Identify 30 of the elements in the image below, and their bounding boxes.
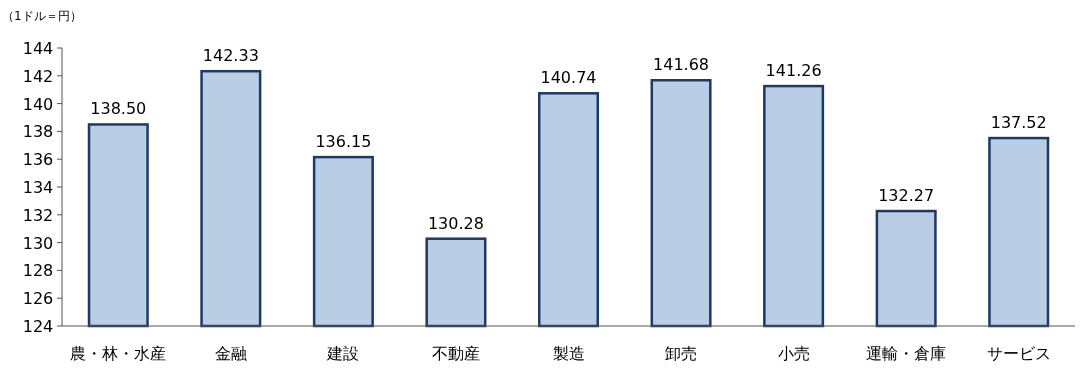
data-label: 141.26 <box>765 61 822 81</box>
x-tick-label: 建設 <box>326 344 360 363</box>
x-tick-label: 不動産 <box>431 344 480 363</box>
x-tick-label: 金融 <box>214 344 247 363</box>
y-tick-label: 136 <box>22 150 54 170</box>
y-tick-label: 142 <box>22 66 54 86</box>
y-tick-label: 128 <box>22 261 54 281</box>
x-tick-label: サービス <box>986 344 1051 363</box>
y-axis-title: （1ドル＝円） <box>2 9 82 23</box>
y-tick-label: 144 <box>22 39 54 58</box>
x-tick-label: 運輸・倉庫 <box>866 344 947 363</box>
data-label: 137.52 <box>990 113 1047 133</box>
y-tick-label: 140 <box>22 94 54 114</box>
x-tick-label: 小売 <box>777 344 810 363</box>
y-tick-label: 130 <box>22 233 54 253</box>
y-tick-label: 124 <box>22 317 54 336</box>
y-tick-label: 138 <box>22 122 54 142</box>
data-label: 138.50 <box>90 99 147 119</box>
data-label: 142.33 <box>202 46 259 66</box>
y-tick-label: 134 <box>22 178 54 197</box>
data-label: 130.28 <box>427 213 484 233</box>
y-tick-label: 126 <box>22 289 54 309</box>
x-tick-label: 製造 <box>552 344 585 363</box>
data-label: 132.27 <box>878 186 935 206</box>
x-tick-label: 卸売 <box>665 344 698 363</box>
y-tick-label: 132 <box>22 205 54 225</box>
data-label: 140.74 <box>540 68 597 88</box>
data-label: 136.15 <box>315 132 372 152</box>
data-label: 141.68 <box>653 55 710 75</box>
x-tick-label: 農・林・水産 <box>70 344 167 363</box>
